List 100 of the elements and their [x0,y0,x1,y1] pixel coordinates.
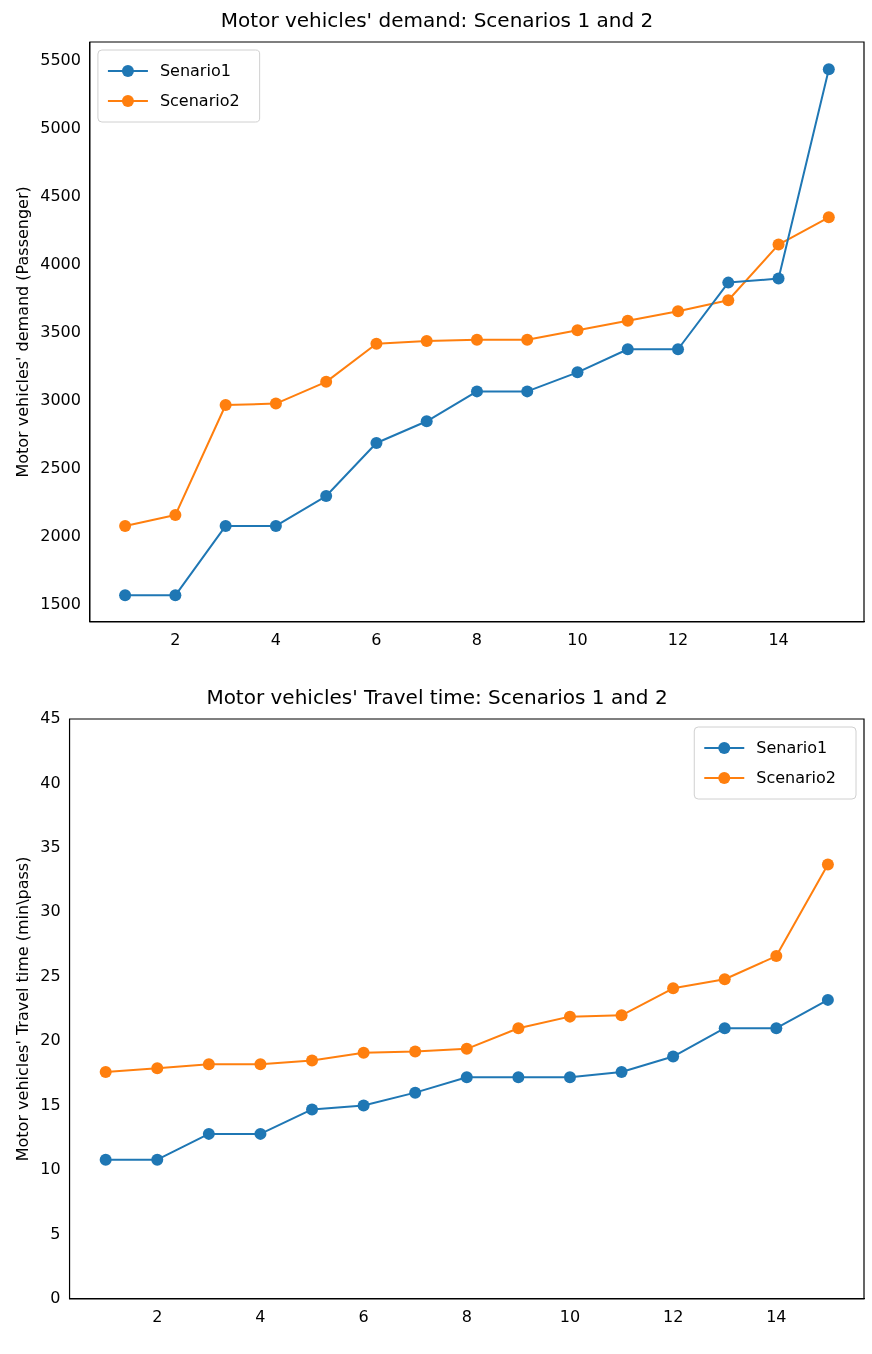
point [571,324,584,337]
point [370,337,383,350]
point [672,305,685,318]
y-tick-label: 4000 [40,254,81,274]
point [169,509,182,522]
point [821,858,834,871]
y-tick-label: 20 [40,1030,61,1050]
point [722,276,735,289]
point [151,1062,164,1075]
y-tick-label: 45 [40,708,61,728]
point [772,272,785,285]
point [306,1103,319,1116]
point [621,343,634,356]
point [672,343,685,356]
x-tick-label: 12 [662,1306,684,1326]
y-axis-title: Motor vehicles' Travel time (min\pass) [12,856,32,1162]
point [119,589,132,602]
point [512,1022,525,1035]
point [722,294,735,307]
point [667,982,680,995]
point [219,519,232,532]
y-tick-label: 5 [50,1223,61,1243]
x-tick-label: 6 [371,629,382,649]
x-tick-label: 8 [471,629,483,649]
y-tick-label: 2500 [40,458,81,478]
point [718,1022,731,1035]
y-tick-label: 15 [40,1094,61,1114]
point [99,1153,112,1166]
point [420,415,433,428]
y-tick-label: 35 [40,837,61,856]
point [370,437,383,450]
legend-label: Senario1 [756,738,828,758]
point [821,993,834,1006]
point [99,1066,112,1079]
y-tick-label: 10 [40,1159,61,1179]
point [151,1153,164,1166]
point [202,1058,215,1071]
point [202,1127,215,1140]
chart-title: Motor vehicles' Travel time: Scenarios 1 and 2 [206,685,668,710]
x-tick-label: 14 [768,629,789,649]
point [320,375,333,388]
point [615,1066,628,1079]
point [470,333,483,346]
legend-label: Senario1 [159,61,231,81]
point [822,63,835,76]
x-tick-label: 12 [667,629,689,649]
y-tick-label: 40 [40,772,61,792]
point [615,1009,628,1022]
legend-label: Scenario2 [756,768,836,788]
point [470,385,483,398]
x-tick-label: 2 [170,629,181,649]
point [409,1045,422,1058]
y-tick-label: 5000 [40,118,81,138]
point [667,1050,680,1063]
point [770,1022,783,1035]
y-tick-label: 2000 [40,525,81,545]
chart-title: Motor vehicles' demand: Scenarios 1 and 2 [220,8,654,33]
point [269,397,282,410]
point [254,1127,267,1140]
point [169,589,182,602]
point [563,1071,576,1084]
point [357,1099,370,1112]
point [563,1010,576,1023]
y-tick-label: 5500 [40,50,81,70]
point [254,1058,267,1071]
point [521,385,534,398]
point [219,398,232,411]
point [621,314,634,327]
point [409,1086,422,1099]
y-tick-label: 1500 [40,593,81,613]
point [460,1071,473,1084]
point [822,211,835,224]
y-tick-label: 0 [50,1287,61,1307]
x-tick-label: 6 [358,1306,369,1326]
point [306,1054,319,1067]
y-tick-label: 3000 [40,390,81,410]
y-tick-label: 3500 [40,322,81,342]
point [320,490,333,503]
point [521,333,534,346]
x-tick-label: 4 [255,1306,266,1326]
y-tick-label: 25 [40,965,61,985]
y-axis-title: Motor vehicles' demand (Passenger) [12,186,32,478]
x-tick-label: 4 [270,629,281,649]
point [718,973,731,986]
x-tick-label: 10 [559,1306,581,1326]
point [512,1071,525,1084]
point [119,519,132,532]
x-tick-label: 2 [152,1306,163,1326]
point [571,366,584,379]
x-tick-label: 14 [766,1306,787,1326]
point [269,519,282,532]
y-tick-label: 30 [40,901,61,921]
y-tick-label: 4500 [40,186,81,206]
x-tick-label: 10 [567,629,588,649]
point [772,238,785,251]
point [420,335,433,348]
point [770,950,783,963]
x-tick-label: 8 [461,1306,472,1326]
legend-label: Scenario2 [159,91,240,111]
point [357,1046,370,1059]
